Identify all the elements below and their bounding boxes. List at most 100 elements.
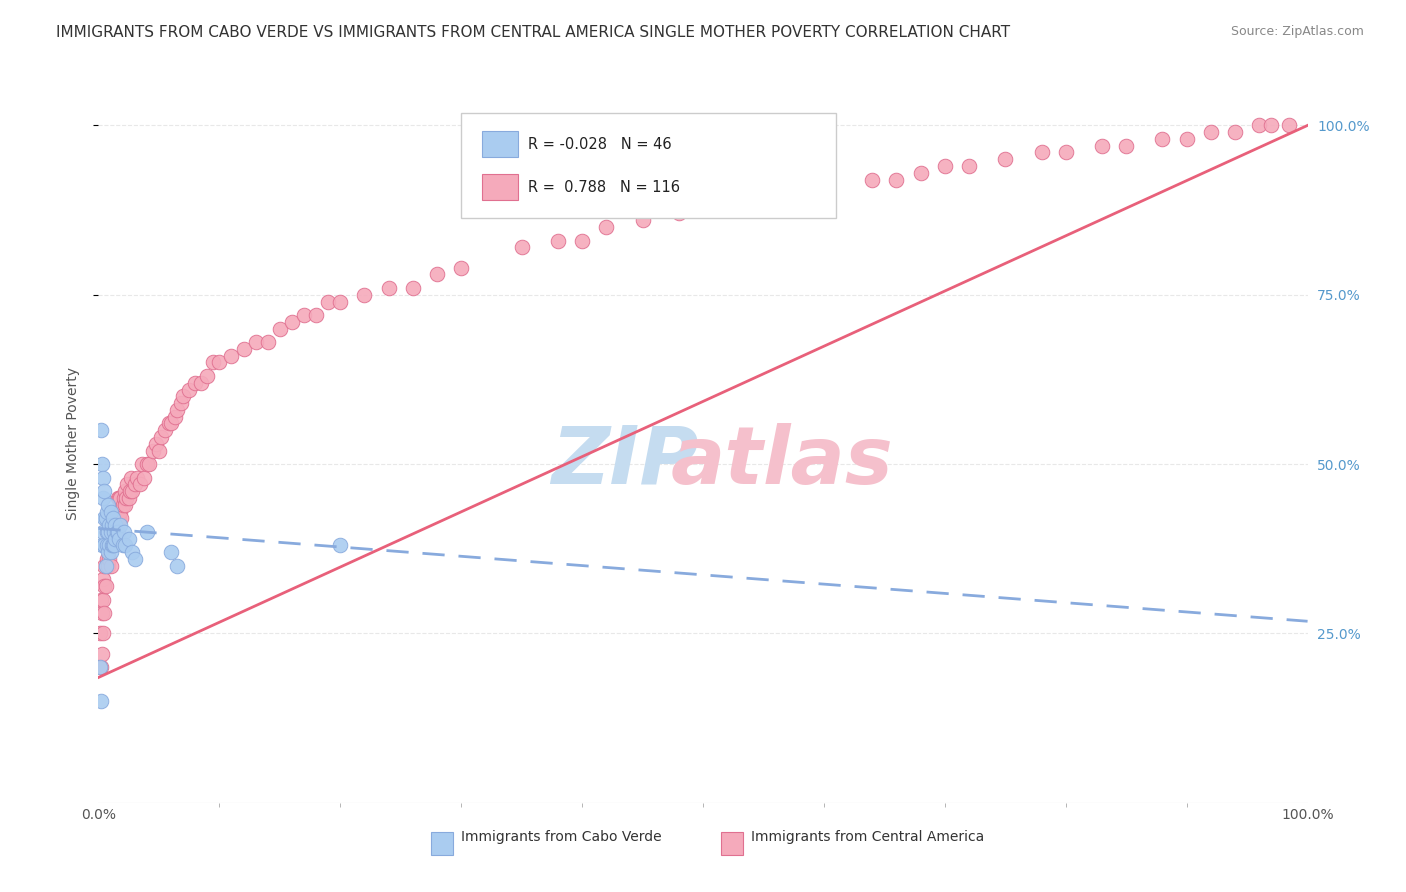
Point (145, 436, 167, 450)
Point (103, 538, 125, 552)
Point (789, 186, 811, 201)
Point (135, 524, 157, 539)
Point (100, 524, 122, 539)
Point (115, 491, 138, 505)
Point (221, 349, 243, 363)
Point (118, 491, 141, 505)
Bar (482, 131, 517, 157)
Text: atlas: atlas (671, 423, 893, 500)
Point (94, 511, 117, 525)
Point (1223, 125, 1246, 139)
Point (93, 511, 115, 525)
Point (90, 423, 112, 437)
Point (957, 159, 980, 173)
Point (91, 606, 114, 620)
Point (98, 538, 121, 552)
Point (108, 491, 131, 505)
Point (547, 234, 569, 248)
Point (994, 153, 1017, 167)
Point (184, 376, 207, 390)
Point (112, 491, 135, 505)
Point (1260, 119, 1282, 133)
Point (118, 532, 141, 546)
Point (134, 470, 156, 484)
Point (96, 504, 118, 518)
Point (1278, 119, 1301, 133)
Point (101, 524, 124, 539)
Point (114, 484, 136, 499)
Point (91, 524, 114, 539)
Point (97, 511, 120, 525)
Text: Immigrants from Cabo Verde: Immigrants from Cabo Verde (461, 830, 662, 844)
Point (886, 172, 908, 186)
Point (91, 457, 114, 471)
Point (94, 579, 117, 593)
Point (114, 498, 136, 512)
Text: Immigrants from Central America: Immigrants from Central America (751, 830, 984, 844)
Point (1054, 145, 1077, 160)
Point (135, 457, 157, 471)
Point (97, 538, 120, 552)
Point (124, 552, 146, 566)
Point (1091, 138, 1114, 153)
Point (316, 294, 339, 309)
Point (100, 545, 122, 559)
Point (245, 335, 267, 350)
Point (103, 524, 125, 539)
Point (377, 281, 399, 295)
Point (157, 417, 180, 431)
Point (97, 545, 120, 559)
Point (91, 538, 114, 552)
Point (910, 166, 932, 180)
Point (934, 159, 956, 173)
Point (91, 626, 114, 640)
Point (208, 355, 231, 369)
Point (100, 558, 122, 573)
Point (179, 383, 201, 397)
Point (93, 579, 115, 593)
Point (91, 592, 114, 607)
Point (269, 321, 291, 335)
Point (190, 376, 212, 390)
Point (97, 524, 120, 539)
Point (93, 484, 115, 499)
Point (232, 342, 254, 356)
Point (426, 268, 449, 282)
Point (163, 409, 186, 424)
Point (105, 504, 128, 518)
Point (104, 532, 127, 546)
Point (142, 443, 165, 458)
Point (118, 484, 141, 499)
Point (94, 538, 117, 552)
Point (1249, 119, 1271, 133)
Point (104, 518, 127, 533)
Point (112, 524, 135, 539)
Point (97, 558, 120, 573)
Text: R = -0.028   N = 46: R = -0.028 N = 46 (527, 136, 671, 152)
Point (90, 592, 112, 607)
Point (121, 545, 143, 559)
Point (169, 396, 191, 410)
Point (166, 558, 188, 573)
Point (1199, 125, 1222, 139)
Point (128, 477, 150, 491)
Point (571, 234, 593, 248)
Point (100, 518, 122, 533)
Point (100, 538, 122, 552)
Point (101, 511, 124, 525)
Point (148, 443, 170, 458)
Point (98, 518, 121, 533)
Point (103, 524, 125, 539)
Text: Source: ZipAtlas.com: Source: ZipAtlas.com (1230, 25, 1364, 38)
Point (1175, 132, 1198, 146)
Point (93, 558, 115, 573)
Point (450, 260, 472, 275)
Point (93, 606, 115, 620)
Point (100, 504, 122, 518)
Point (127, 470, 149, 484)
Point (121, 484, 143, 499)
Point (631, 213, 654, 227)
Point (91, 647, 114, 661)
Bar (482, 175, 517, 201)
Point (138, 457, 160, 471)
